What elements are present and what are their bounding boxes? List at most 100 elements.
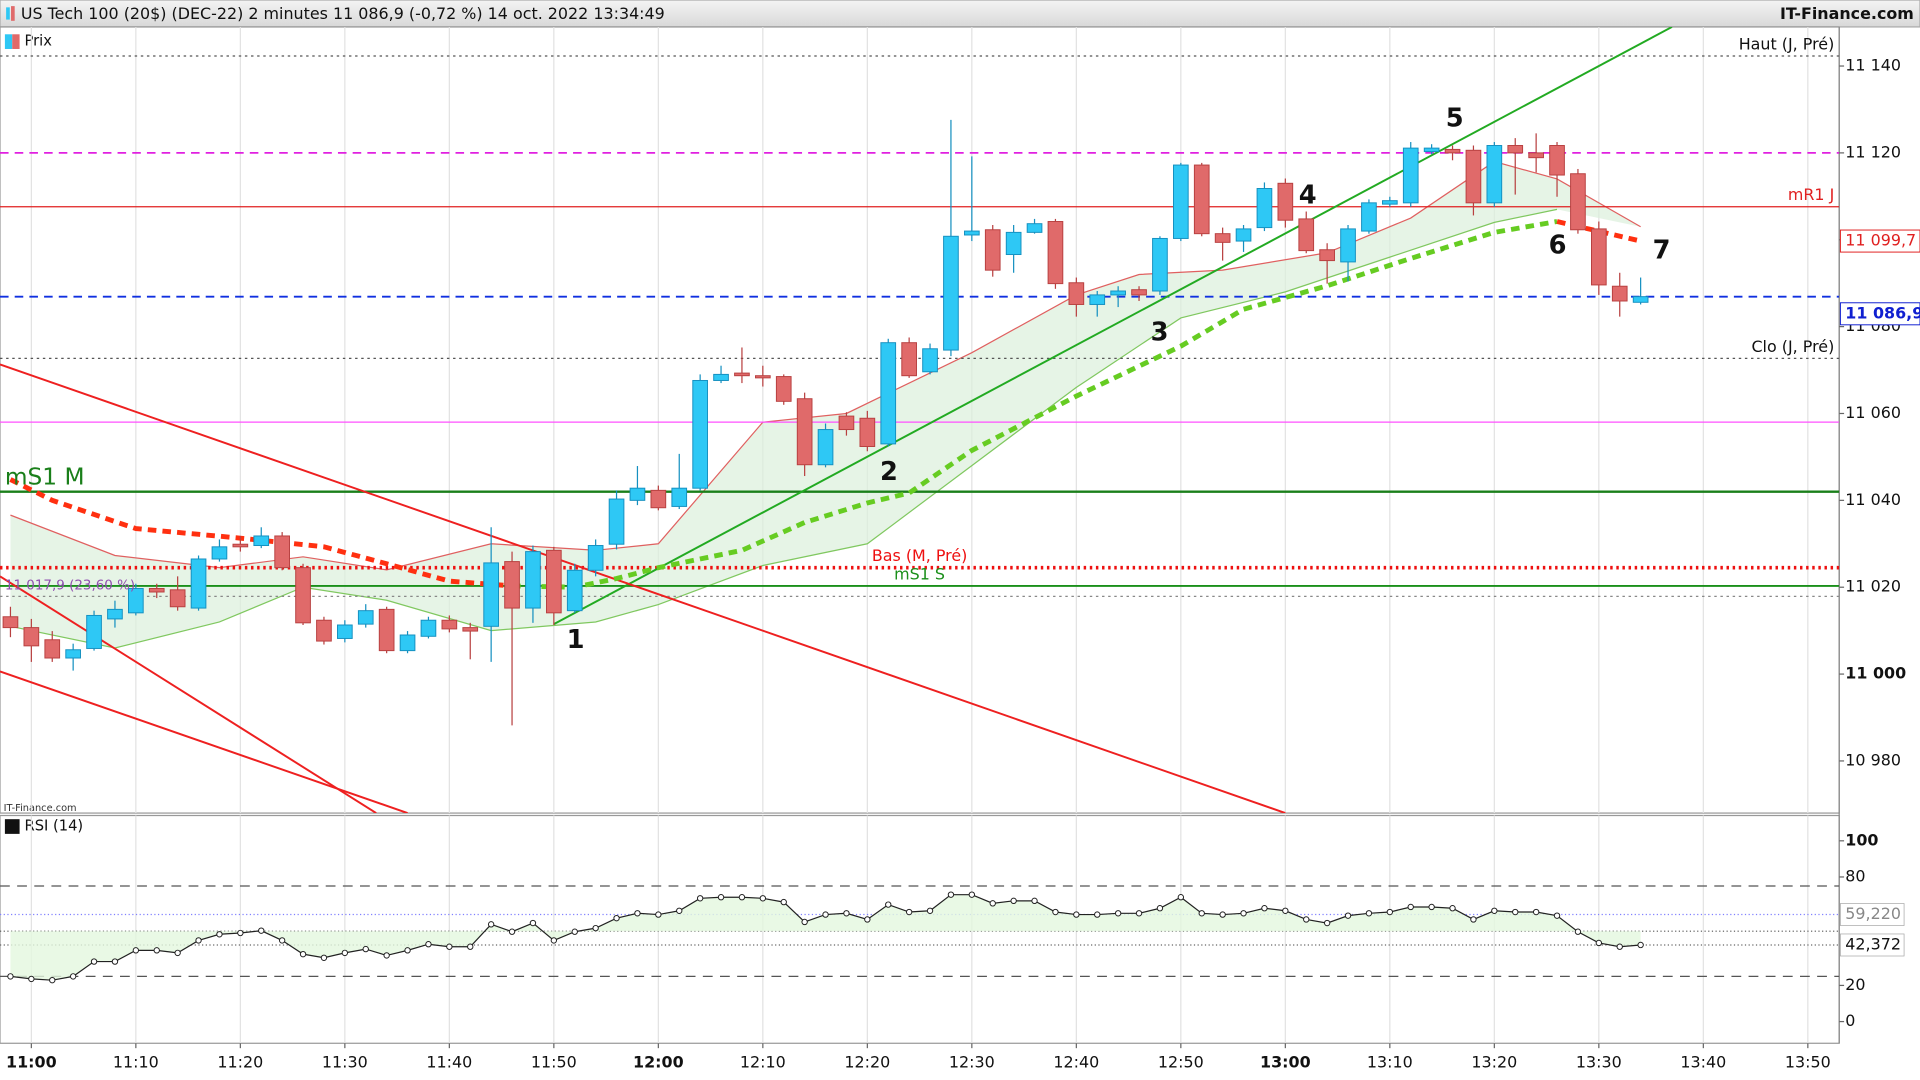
candle-body (1193, 164, 1210, 235)
annotation: 6 (1549, 231, 1567, 261)
rsi-point (1282, 907, 1289, 914)
rsi-point (1574, 928, 1582, 935)
rsi-marker-label: 59,220 (1845, 904, 1901, 923)
rsi-point (1553, 912, 1561, 919)
candle-body (337, 624, 353, 639)
x-tick-label: 11:20 (217, 1052, 263, 1071)
x-tick-label: 11:00 (6, 1052, 57, 1071)
rsi-point (676, 907, 683, 914)
rsi-point (1470, 916, 1477, 923)
level-label: mR1 J (1788, 185, 1834, 204)
header-icon (11, 6, 15, 21)
candle-body (1005, 231, 1022, 256)
x-tick-label: 11:30 (322, 1052, 368, 1071)
y-tick-label: 11 040 (1845, 490, 1901, 509)
rsi-point (195, 937, 202, 944)
candle-body (734, 372, 750, 377)
rsi-point (1491, 907, 1498, 914)
rsi-point (947, 891, 955, 898)
y-tick-label: 11 020 (1845, 577, 1901, 596)
candle-body (399, 634, 416, 652)
price-label-box (1839, 302, 1920, 326)
legend-swatch (4, 34, 13, 49)
candle-body (253, 535, 270, 547)
y-tick-label: 11 000 (1845, 664, 1906, 683)
rsi-point (1365, 910, 1373, 917)
rsi-point (634, 910, 641, 917)
rsi-point (28, 975, 35, 983)
candle-body (650, 489, 667, 509)
candle-body (901, 342, 917, 377)
candle-body (1486, 145, 1503, 204)
candle-body (546, 549, 562, 614)
candle-body (943, 235, 959, 351)
rsi-point (1428, 903, 1435, 911)
candle-body (775, 376, 792, 402)
x-tick-label: 13:20 (1471, 1052, 1517, 1071)
price-label: 11 099,7 (1845, 231, 1916, 250)
legend: Prix (4, 33, 52, 50)
rsi-point (1031, 897, 1038, 905)
rsi-point (1616, 943, 1623, 950)
candle-body (1570, 173, 1586, 231)
candle-body (1235, 228, 1252, 242)
candle-body (587, 545, 604, 571)
candle-body (65, 649, 81, 659)
candle-body (441, 619, 458, 630)
rsi-point (1114, 910, 1122, 917)
candle-body (44, 639, 61, 659)
rsi-point (989, 900, 996, 907)
candle-body (984, 229, 1001, 271)
x-tick-label: 12:50 (1158, 1052, 1204, 1071)
rsi-marker-label: 42,372 (1845, 934, 1901, 953)
candle-body (859, 417, 876, 447)
candle-body (1549, 145, 1565, 176)
candle-body (1340, 228, 1356, 263)
candle-body (357, 610, 374, 625)
annotation: 4 (1299, 180, 1317, 210)
candle-body (1423, 147, 1440, 153)
candle-body (274, 535, 290, 569)
candle-body (1214, 233, 1231, 243)
annotation: 3 (1151, 318, 1169, 348)
legend-label: Prix (24, 33, 52, 50)
legend-swatch (4, 819, 20, 834)
rsi-point (696, 895, 704, 902)
candle-body (2, 616, 19, 629)
rsi-point (278, 937, 286, 944)
candle-body (232, 543, 249, 548)
rsi-point (822, 911, 829, 918)
price-label-box (1839, 229, 1920, 253)
candle-body (1361, 202, 1377, 232)
candle-body (211, 546, 228, 560)
chart-title: US Tech 100 (20$) (DEC-22) 2 minutes 11 … (21, 4, 665, 23)
x-tick-label: 12:20 (844, 1052, 890, 1071)
trend-line (0, 670, 408, 814)
rsi-point (1198, 910, 1205, 917)
rsi-point (1323, 919, 1331, 927)
candle-body (817, 429, 834, 466)
rsi-point (529, 919, 537, 927)
rsi-point (90, 958, 98, 965)
candle-body (629, 487, 646, 501)
legend-swatch (12, 34, 20, 49)
trend-line (0, 363, 1286, 814)
band-line (10, 208, 1558, 649)
rsi-point (1135, 910, 1143, 917)
rsi-point (968, 891, 976, 898)
candle-body (1528, 152, 1544, 159)
rsi-point (1261, 905, 1268, 912)
candle-body (1444, 148, 1461, 154)
candle-body (1632, 296, 1649, 303)
band-fill (10, 161, 1641, 649)
candle-body (1256, 188, 1273, 229)
rsi-point (111, 958, 119, 965)
candle-body (1068, 282, 1085, 305)
rsi-point (1449, 905, 1456, 912)
rsi-point (404, 947, 411, 954)
x-tick-label: 12:10 (740, 1052, 786, 1071)
candle-body (169, 589, 186, 608)
x-tick-label: 12:00 (633, 1052, 684, 1071)
rsi-point (655, 911, 662, 918)
